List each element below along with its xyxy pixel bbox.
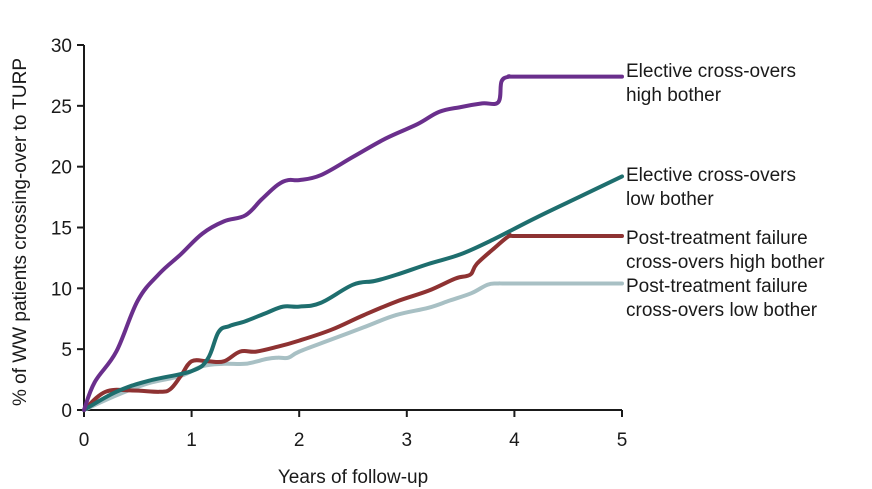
series-label-post-treatment-low-bother: Post-treatment failure (626, 276, 808, 297)
series-lines (82, 74, 624, 412)
x-tick-label: 0 (79, 430, 90, 451)
x-axis-title: Years of follow-up (278, 467, 428, 488)
series-labels: Elective cross-overs high bother Elective … (626, 61, 825, 321)
series-label-elective-high-bother: Elective cross-overs (626, 61, 796, 82)
y-tick-label: 5 (61, 340, 72, 361)
x-tick-label: 4 (509, 430, 520, 451)
y-tick-label: 25 (51, 97, 72, 118)
y-ticks: 0 5 10 15 20 25 30 (51, 36, 84, 422)
series-label-elective-low-bother: Elective cross-overs (626, 165, 796, 186)
y-axis-title: % of WW patients crossing-over to TURP (10, 58, 31, 406)
y-tick-label: 10 (51, 279, 72, 300)
y-tick-label: 15 (51, 219, 72, 240)
x-ticks: 0 1 2 3 4 5 (79, 410, 628, 451)
x-tick-label: 5 (617, 430, 628, 451)
x-tick-label: 1 (186, 430, 197, 451)
series-label-elective-high-bother: high bother (626, 85, 722, 106)
series-label-post-treatment-high-bother: Post-treatment failure (626, 228, 808, 249)
y-tick-label: 20 (51, 158, 72, 179)
series-line-elective-low-bother (82, 174, 624, 412)
series-label-elective-low-bother: low bother (626, 189, 714, 210)
y-tick-label: 0 (61, 401, 72, 422)
x-tick-label: 2 (294, 430, 305, 451)
x-tick-label: 3 (402, 430, 413, 451)
series-label-post-treatment-low-bother: cross-overs low bother (626, 300, 818, 321)
y-tick-label: 30 (51, 36, 72, 57)
series-line-elective-high-bother (82, 74, 624, 412)
series-label-post-treatment-high-bother: cross-overs high bother (626, 252, 825, 273)
series-line-post-treatment-high-bother (82, 232, 624, 412)
